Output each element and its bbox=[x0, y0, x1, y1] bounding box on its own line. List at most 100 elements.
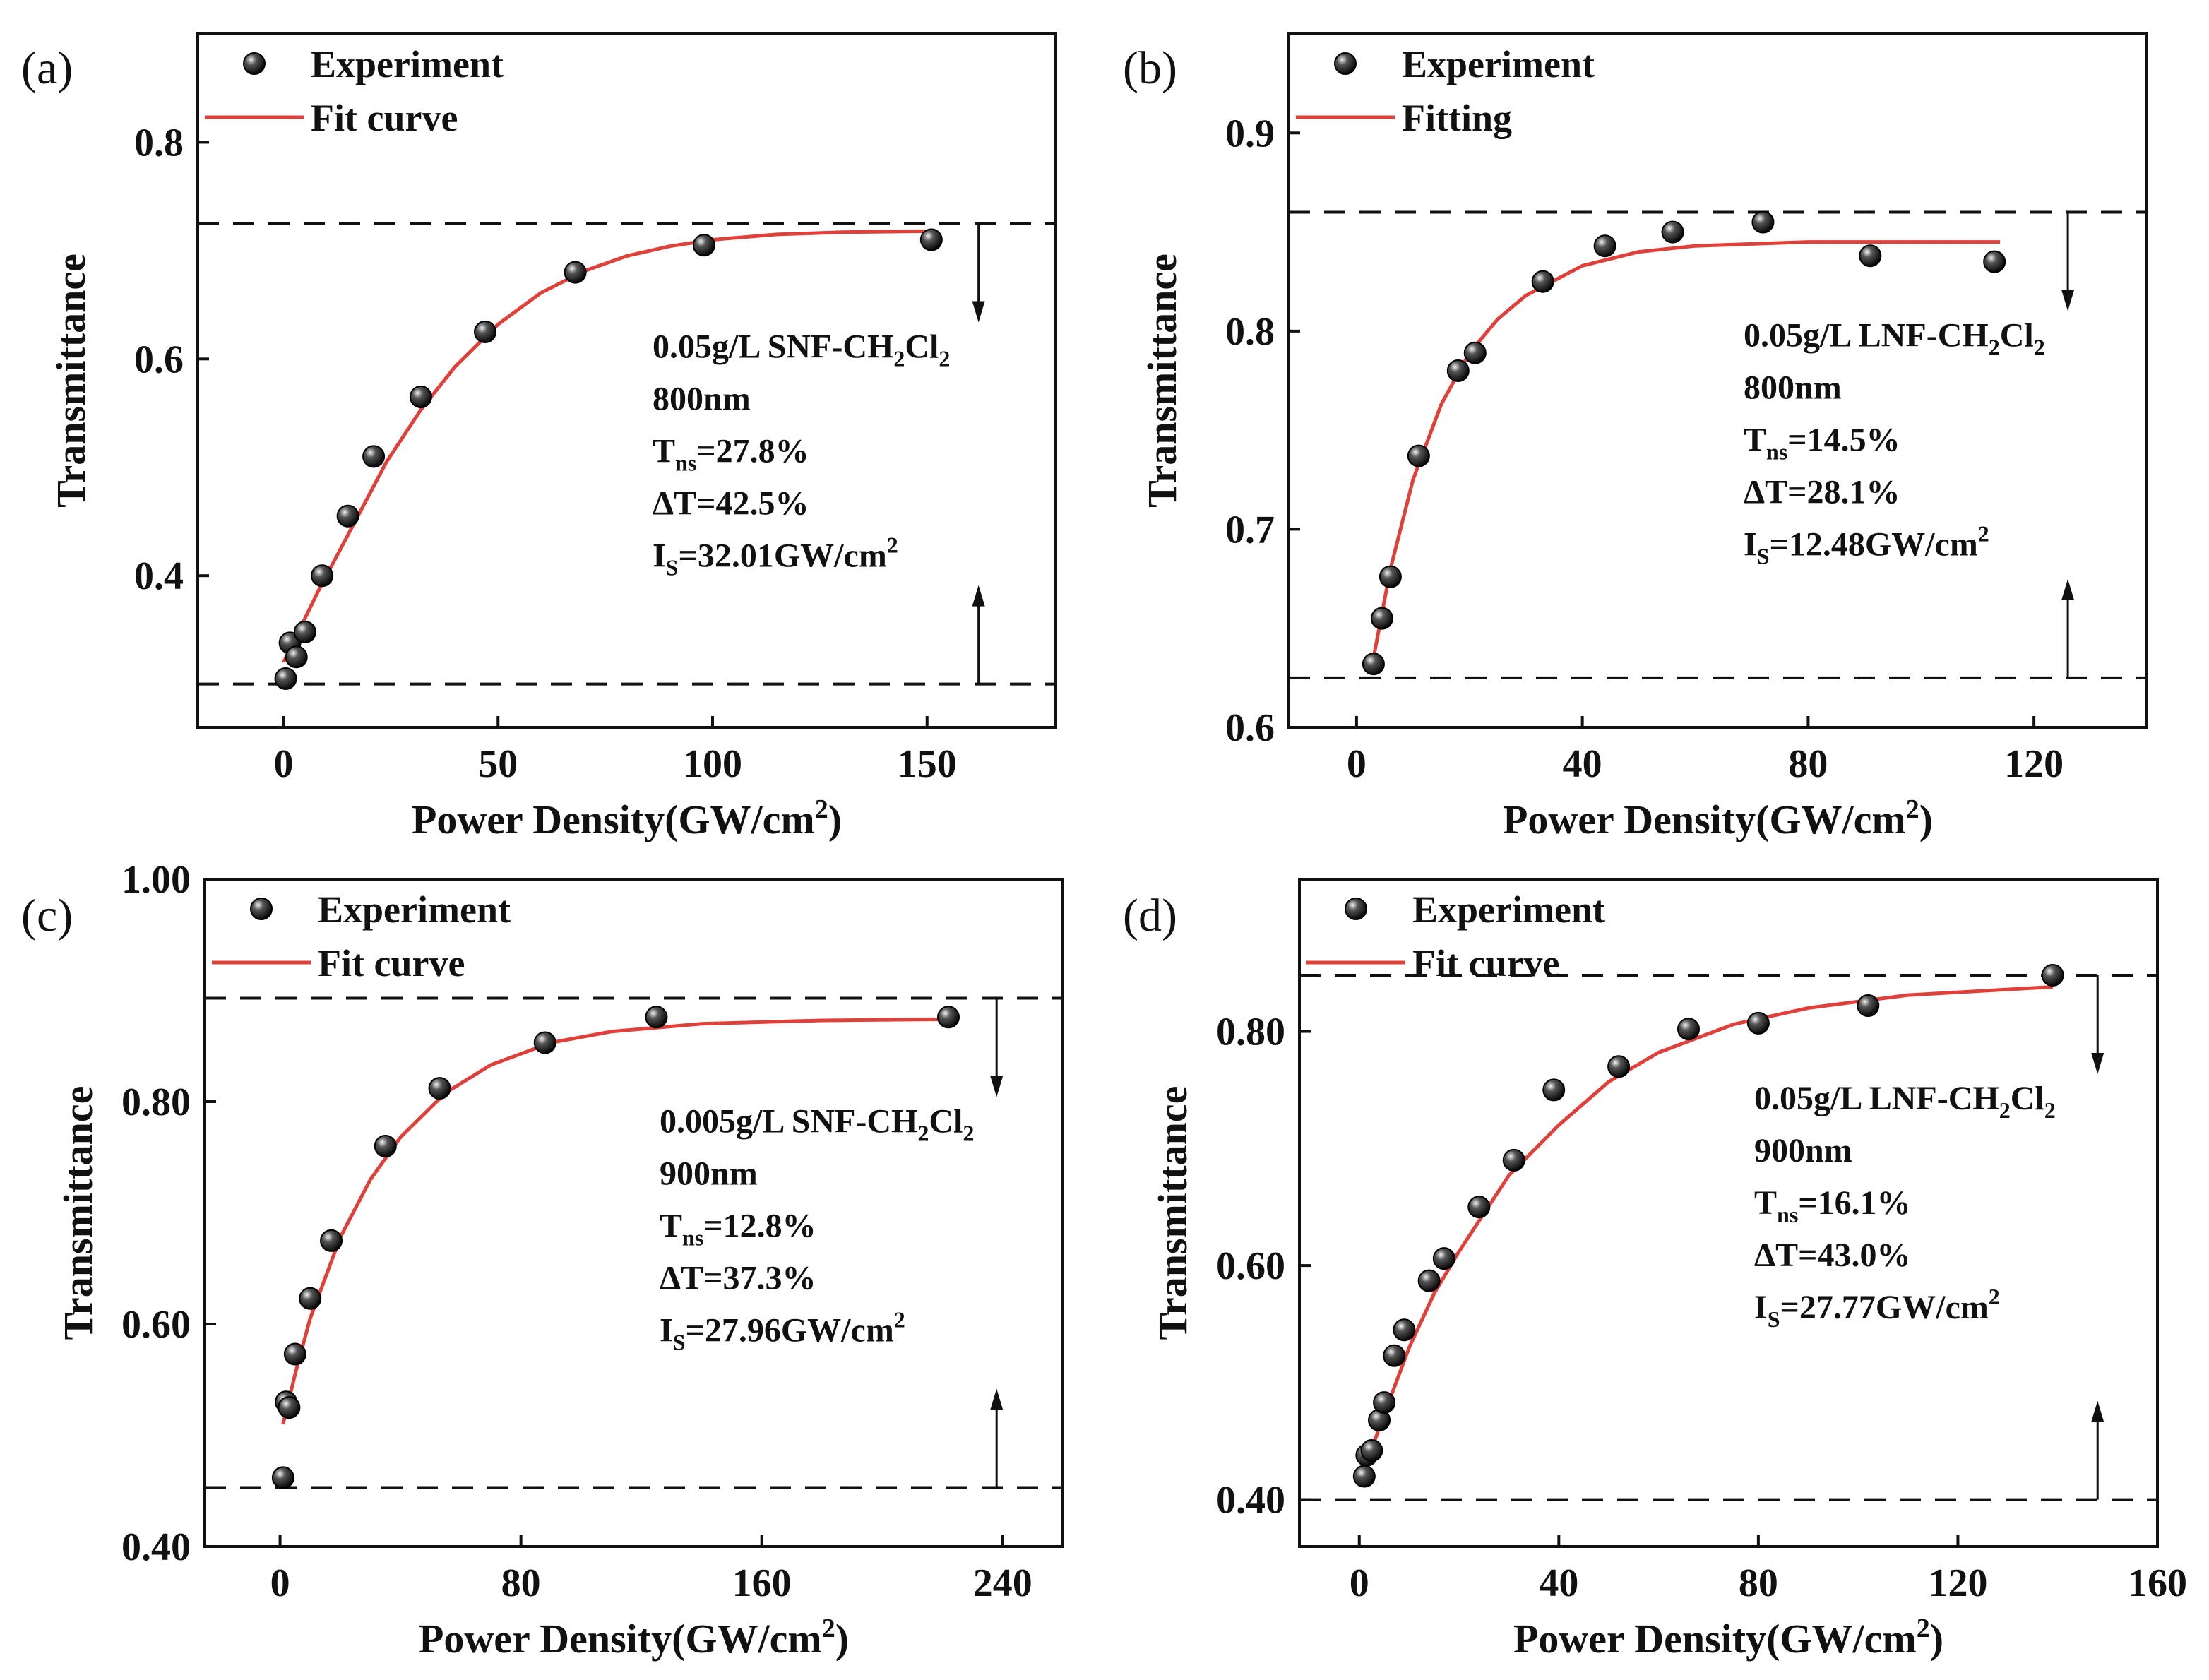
experiment-data-point bbox=[274, 667, 297, 690]
annotation-tns-main: T bbox=[660, 1208, 682, 1245]
annotation-delta-t: ΔT=42.5% bbox=[653, 485, 809, 523]
annotation-is-value: =27.77GW/cm bbox=[1780, 1289, 1988, 1326]
legend-label-fit: Fitting bbox=[1402, 97, 1512, 139]
annotation-tns-sub: ns bbox=[675, 451, 696, 476]
annotation-sample: 0.05g/L LNF-CH2Cl2 bbox=[1744, 317, 2045, 360]
annotation-sample-main: 0.05g/L LNF-CH bbox=[1754, 1080, 1999, 1117]
annotation-is-main: I bbox=[660, 1312, 673, 1350]
annotation-sample-sub2: 2 bbox=[963, 1121, 974, 1146]
experiment-data-point bbox=[474, 320, 497, 343]
y-tick-label: 0.60 bbox=[1216, 1244, 1285, 1288]
plot-frame bbox=[1298, 878, 2159, 1548]
experiment-data-point bbox=[1362, 653, 1385, 676]
annotation-is-value: =27.96GW/cm bbox=[685, 1312, 893, 1350]
x-axis-title-sup: 2 bbox=[822, 1614, 835, 1643]
annotation-is: IS=27.77GW/cm2 bbox=[1754, 1284, 2000, 1332]
plot-frame bbox=[196, 32, 1057, 729]
annotation-wavelength: 900nm bbox=[1754, 1132, 1852, 1169]
annotation-sample-cl: Cl bbox=[905, 328, 939, 366]
experiment-data-point bbox=[533, 1031, 556, 1054]
experiment-data-point bbox=[362, 445, 386, 468]
annotation-sample-cl: Cl bbox=[2000, 317, 2034, 355]
annotation-tns-main: T bbox=[1744, 422, 1766, 459]
x-tick-label: 120 bbox=[2004, 742, 2064, 786]
experiment-data-point bbox=[645, 1006, 668, 1029]
experiment-data-point bbox=[1417, 1269, 1441, 1292]
experiment-data-point bbox=[285, 645, 308, 669]
annotation-tns-main: T bbox=[1754, 1184, 1777, 1222]
x-tick-label: 100 bbox=[683, 742, 742, 786]
annotation-is-value: =12.48GW/cm bbox=[1769, 526, 1977, 564]
arrow-up-head bbox=[990, 1388, 1004, 1410]
arrow-down-head bbox=[990, 1076, 1004, 1097]
legend-marker-experiment bbox=[1334, 52, 1357, 75]
y-tick-label: 0.40 bbox=[1216, 1479, 1285, 1523]
x-tick-label: 150 bbox=[898, 742, 957, 786]
x-axis-title-sup: 2 bbox=[815, 794, 828, 824]
annotation-delta-t: ΔT=37.3% bbox=[660, 1260, 816, 1297]
annotation-is-main: I bbox=[1754, 1289, 1768, 1326]
experiment-data-point bbox=[2041, 963, 2064, 987]
annotation-is-main: I bbox=[1744, 526, 1757, 564]
annotation-is-sup: 2 bbox=[1978, 521, 1989, 547]
annotation-sample-main: 0.005g/L SNF-CH bbox=[660, 1103, 917, 1140]
experiment-data-point bbox=[1370, 607, 1393, 630]
legend-marker-experiment bbox=[250, 898, 273, 920]
x-tick-label: 80 bbox=[1739, 1561, 1778, 1605]
x-axis-title: Power Density(GW/cm2) bbox=[1513, 1614, 1943, 1662]
annotation-tns: Tns=14.5% bbox=[1744, 422, 1900, 465]
arrow-down-head bbox=[2061, 290, 2075, 311]
annotation-is-sub: S bbox=[673, 1330, 686, 1355]
x-axis-title-main: Power Density(GW/cm bbox=[412, 797, 815, 842]
y-tick-label: 0.6 bbox=[134, 338, 184, 381]
chart-panel-d: 0 40 80 120 160 0.40 0.60 0.80 Power Density(GW/… bbox=[1123, 878, 2187, 1662]
x-tick-label: 0 bbox=[1347, 742, 1367, 786]
y-axis-title: Transmittance bbox=[48, 254, 94, 508]
annotation-is-sup: 2 bbox=[1989, 1284, 2000, 1309]
experiment-data-point bbox=[1446, 359, 1470, 382]
y-tick-label: 0.9 bbox=[1225, 112, 1275, 155]
experiment-data-point bbox=[1432, 1247, 1455, 1270]
annotation-is-sub: S bbox=[1757, 544, 1770, 569]
experiment-data-point bbox=[311, 564, 334, 588]
x-tick-label: 120 bbox=[1928, 1561, 1987, 1605]
x-axis-title-sup: 2 bbox=[1906, 794, 1919, 824]
annotation-sample-cl: Cl bbox=[929, 1103, 963, 1140]
experiment-data-point bbox=[1859, 244, 1882, 268]
legend-label-experiment: Experiment bbox=[1412, 888, 1605, 931]
annotation-is-sup: 2 bbox=[894, 1307, 905, 1333]
annotation-delta-t: ΔT=28.1% bbox=[1744, 474, 1900, 511]
experiment-data-point bbox=[692, 234, 715, 257]
annotation-tns: Tns=16.1% bbox=[1754, 1184, 1911, 1227]
y-tick-label: 0.7 bbox=[1225, 508, 1275, 552]
annotation-is-sup: 2 bbox=[887, 532, 898, 558]
annotation-sample-main: 0.05g/L LNF-CH bbox=[1744, 317, 1989, 355]
experiment-data-point bbox=[1751, 210, 1775, 234]
x-axis-title: Power Density(GW/cm2) bbox=[1503, 794, 1933, 842]
annotation-tns-sub: ns bbox=[682, 1225, 703, 1251]
y-tick-label: 0.80 bbox=[121, 1080, 191, 1124]
experiment-data-point bbox=[919, 228, 943, 251]
x-axis-title-main: Power Density(GW/cm bbox=[1503, 797, 1906, 842]
annotation-sample-sub1: 2 bbox=[893, 346, 905, 371]
fit-curve-line bbox=[1359, 985, 2053, 1477]
x-tick-label: 40 bbox=[1539, 1561, 1578, 1605]
y-axis-title: Transmittance bbox=[1139, 254, 1185, 508]
x-tick-label: 80 bbox=[501, 1561, 541, 1605]
annotation-sample-main: 0.05g/L SNF-CH bbox=[653, 328, 893, 366]
experiment-data-point bbox=[937, 1006, 960, 1029]
y-tick-label: 0.8 bbox=[1225, 310, 1275, 354]
arrow-up-head bbox=[2061, 578, 2075, 600]
experiment-data-point bbox=[1983, 250, 2006, 273]
annotation-sample-sub1: 2 bbox=[917, 1121, 929, 1146]
legend-label-fit: Fit curve bbox=[311, 97, 458, 139]
experiment-data-point bbox=[1502, 1148, 1525, 1172]
x-tick-label: 80 bbox=[1788, 742, 1828, 786]
plot-frame bbox=[1287, 32, 2148, 729]
fit-curve-line bbox=[1371, 240, 2001, 659]
experiment-data-point bbox=[1531, 270, 1554, 293]
annotation-sample-sub2: 2 bbox=[939, 346, 950, 371]
x-tick-label: 50 bbox=[478, 742, 518, 786]
